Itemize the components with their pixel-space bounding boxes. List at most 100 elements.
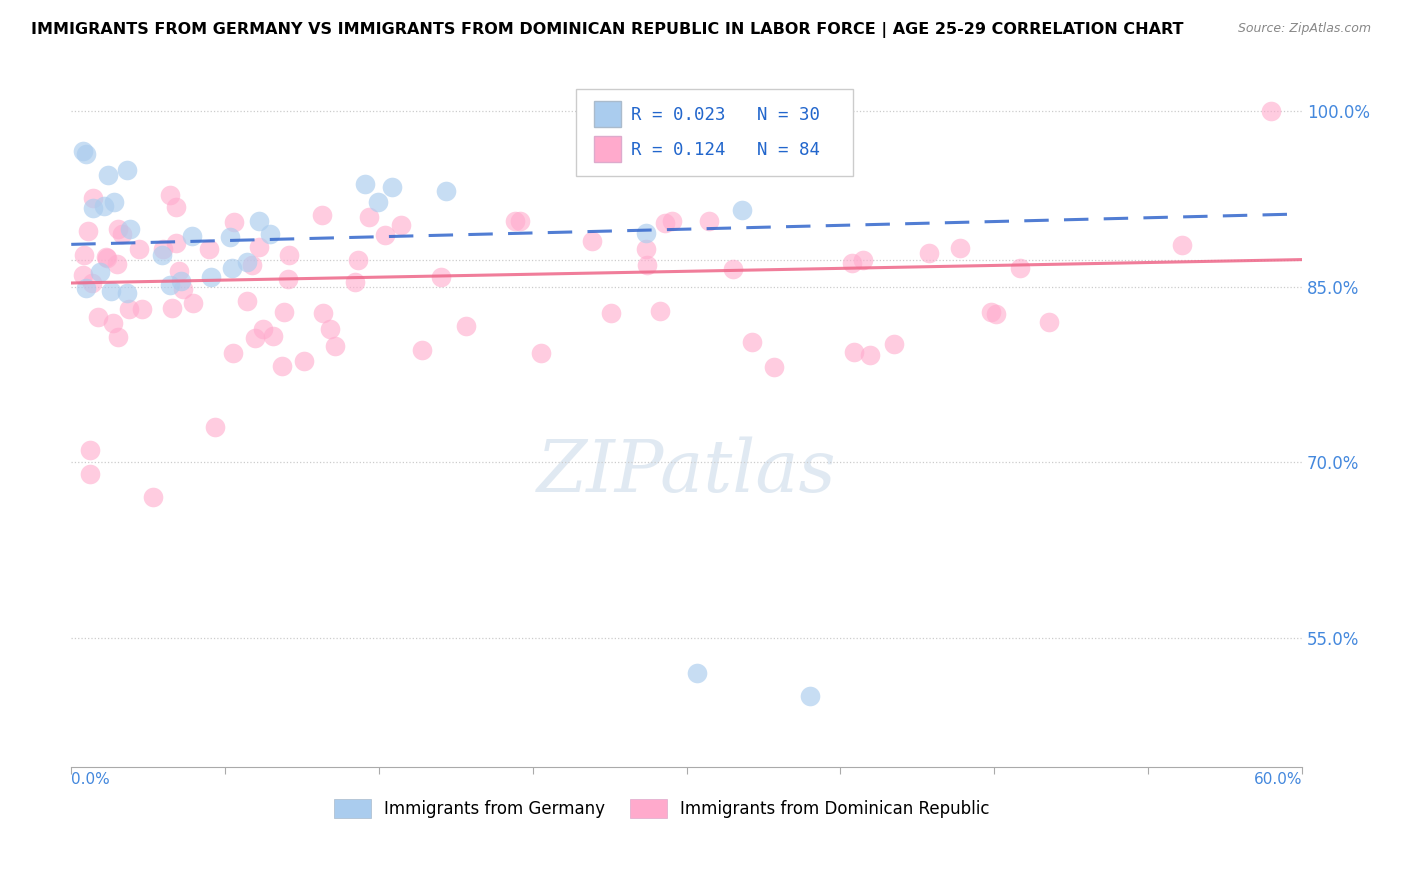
Point <box>292 354 315 368</box>
Point <box>107 330 129 344</box>
Point <box>654 216 676 230</box>
Point <box>844 344 866 359</box>
Point <box>172 282 194 296</box>
Point <box>686 665 709 680</box>
Point <box>117 301 139 316</box>
Point <box>367 195 389 210</box>
Point <box>97 168 120 182</box>
Point <box>101 316 124 330</box>
Point <box>357 210 380 224</box>
Point <box>79 467 101 481</box>
Point <box>262 328 284 343</box>
Point <box>72 268 94 282</box>
Point <box>411 343 433 357</box>
Point <box>634 226 657 240</box>
Point <box>600 306 623 320</box>
Point <box>323 339 346 353</box>
Point <box>75 281 97 295</box>
Y-axis label: In Labor Force | Age 25-29: In Labor Force | Age 25-29 <box>0 306 8 524</box>
Text: R = 0.023   N = 30: R = 0.023 N = 30 <box>631 106 820 124</box>
Point <box>115 286 138 301</box>
Point <box>159 277 181 292</box>
Point <box>859 348 882 362</box>
Point <box>117 163 139 178</box>
Point <box>763 359 786 374</box>
Point <box>430 270 453 285</box>
Text: 60.0%: 60.0% <box>1254 772 1302 788</box>
Point <box>1171 238 1194 252</box>
Point <box>741 334 763 349</box>
Point <box>949 241 972 255</box>
Point <box>169 274 191 288</box>
Point <box>731 202 754 217</box>
Point <box>247 213 270 227</box>
Point <box>79 443 101 458</box>
Point <box>152 242 174 256</box>
Point <box>82 201 104 215</box>
Point <box>650 304 672 318</box>
Point <box>181 295 204 310</box>
Point <box>661 214 683 228</box>
FancyBboxPatch shape <box>595 101 621 128</box>
Point <box>150 248 173 262</box>
Point <box>221 345 243 359</box>
Point <box>381 179 404 194</box>
Point <box>142 490 165 504</box>
Point <box>221 260 243 275</box>
Point <box>247 240 270 254</box>
Point <box>165 235 187 250</box>
FancyBboxPatch shape <box>595 136 621 162</box>
Point <box>636 258 658 272</box>
Point <box>723 262 745 277</box>
Point <box>96 251 118 265</box>
Text: ZIPatlas: ZIPatlas <box>537 436 837 507</box>
Point <box>389 218 412 232</box>
Point <box>799 690 821 704</box>
Point <box>159 188 181 202</box>
Point <box>883 337 905 351</box>
Point <box>87 310 110 324</box>
Point <box>984 307 1007 321</box>
Point <box>128 242 150 256</box>
Point <box>219 230 242 244</box>
Point <box>1038 316 1060 330</box>
Point <box>93 199 115 213</box>
Point <box>311 208 333 222</box>
Point <box>243 331 266 345</box>
Point <box>841 256 863 270</box>
Point <box>167 263 190 277</box>
Point <box>204 420 226 434</box>
Text: R = 0.124   N = 84: R = 0.124 N = 84 <box>631 142 820 160</box>
Point <box>1260 103 1282 118</box>
Text: IMMIGRANTS FROM GERMANY VS IMMIGRANTS FROM DOMINICAN REPUBLIC IN LABOR FORCE | A: IMMIGRANTS FROM GERMANY VS IMMIGRANTS FR… <box>31 22 1184 38</box>
FancyBboxPatch shape <box>576 88 853 177</box>
Point <box>242 258 264 272</box>
Point <box>273 305 295 319</box>
Point <box>697 214 720 228</box>
Point <box>278 248 301 262</box>
Point <box>82 276 104 290</box>
Point <box>852 252 875 267</box>
Point <box>89 265 111 279</box>
Point <box>236 293 259 308</box>
Point <box>1010 260 1032 275</box>
Point <box>236 254 259 268</box>
Point <box>160 301 183 316</box>
Point <box>103 195 125 210</box>
Point <box>347 253 370 268</box>
Point <box>503 214 526 228</box>
Point <box>319 322 342 336</box>
Point <box>165 200 187 214</box>
Point <box>200 269 222 284</box>
Point <box>980 304 1002 318</box>
Point <box>259 227 281 242</box>
Point <box>252 321 274 335</box>
Legend: Immigrants from Germany, Immigrants from Dominican Republic: Immigrants from Germany, Immigrants from… <box>328 792 997 825</box>
Point <box>530 346 553 360</box>
Point <box>75 146 97 161</box>
Point <box>76 224 98 238</box>
Text: Source: ZipAtlas.com: Source: ZipAtlas.com <box>1237 22 1371 36</box>
Point <box>224 215 246 229</box>
Point <box>374 227 396 242</box>
Point <box>73 248 96 262</box>
